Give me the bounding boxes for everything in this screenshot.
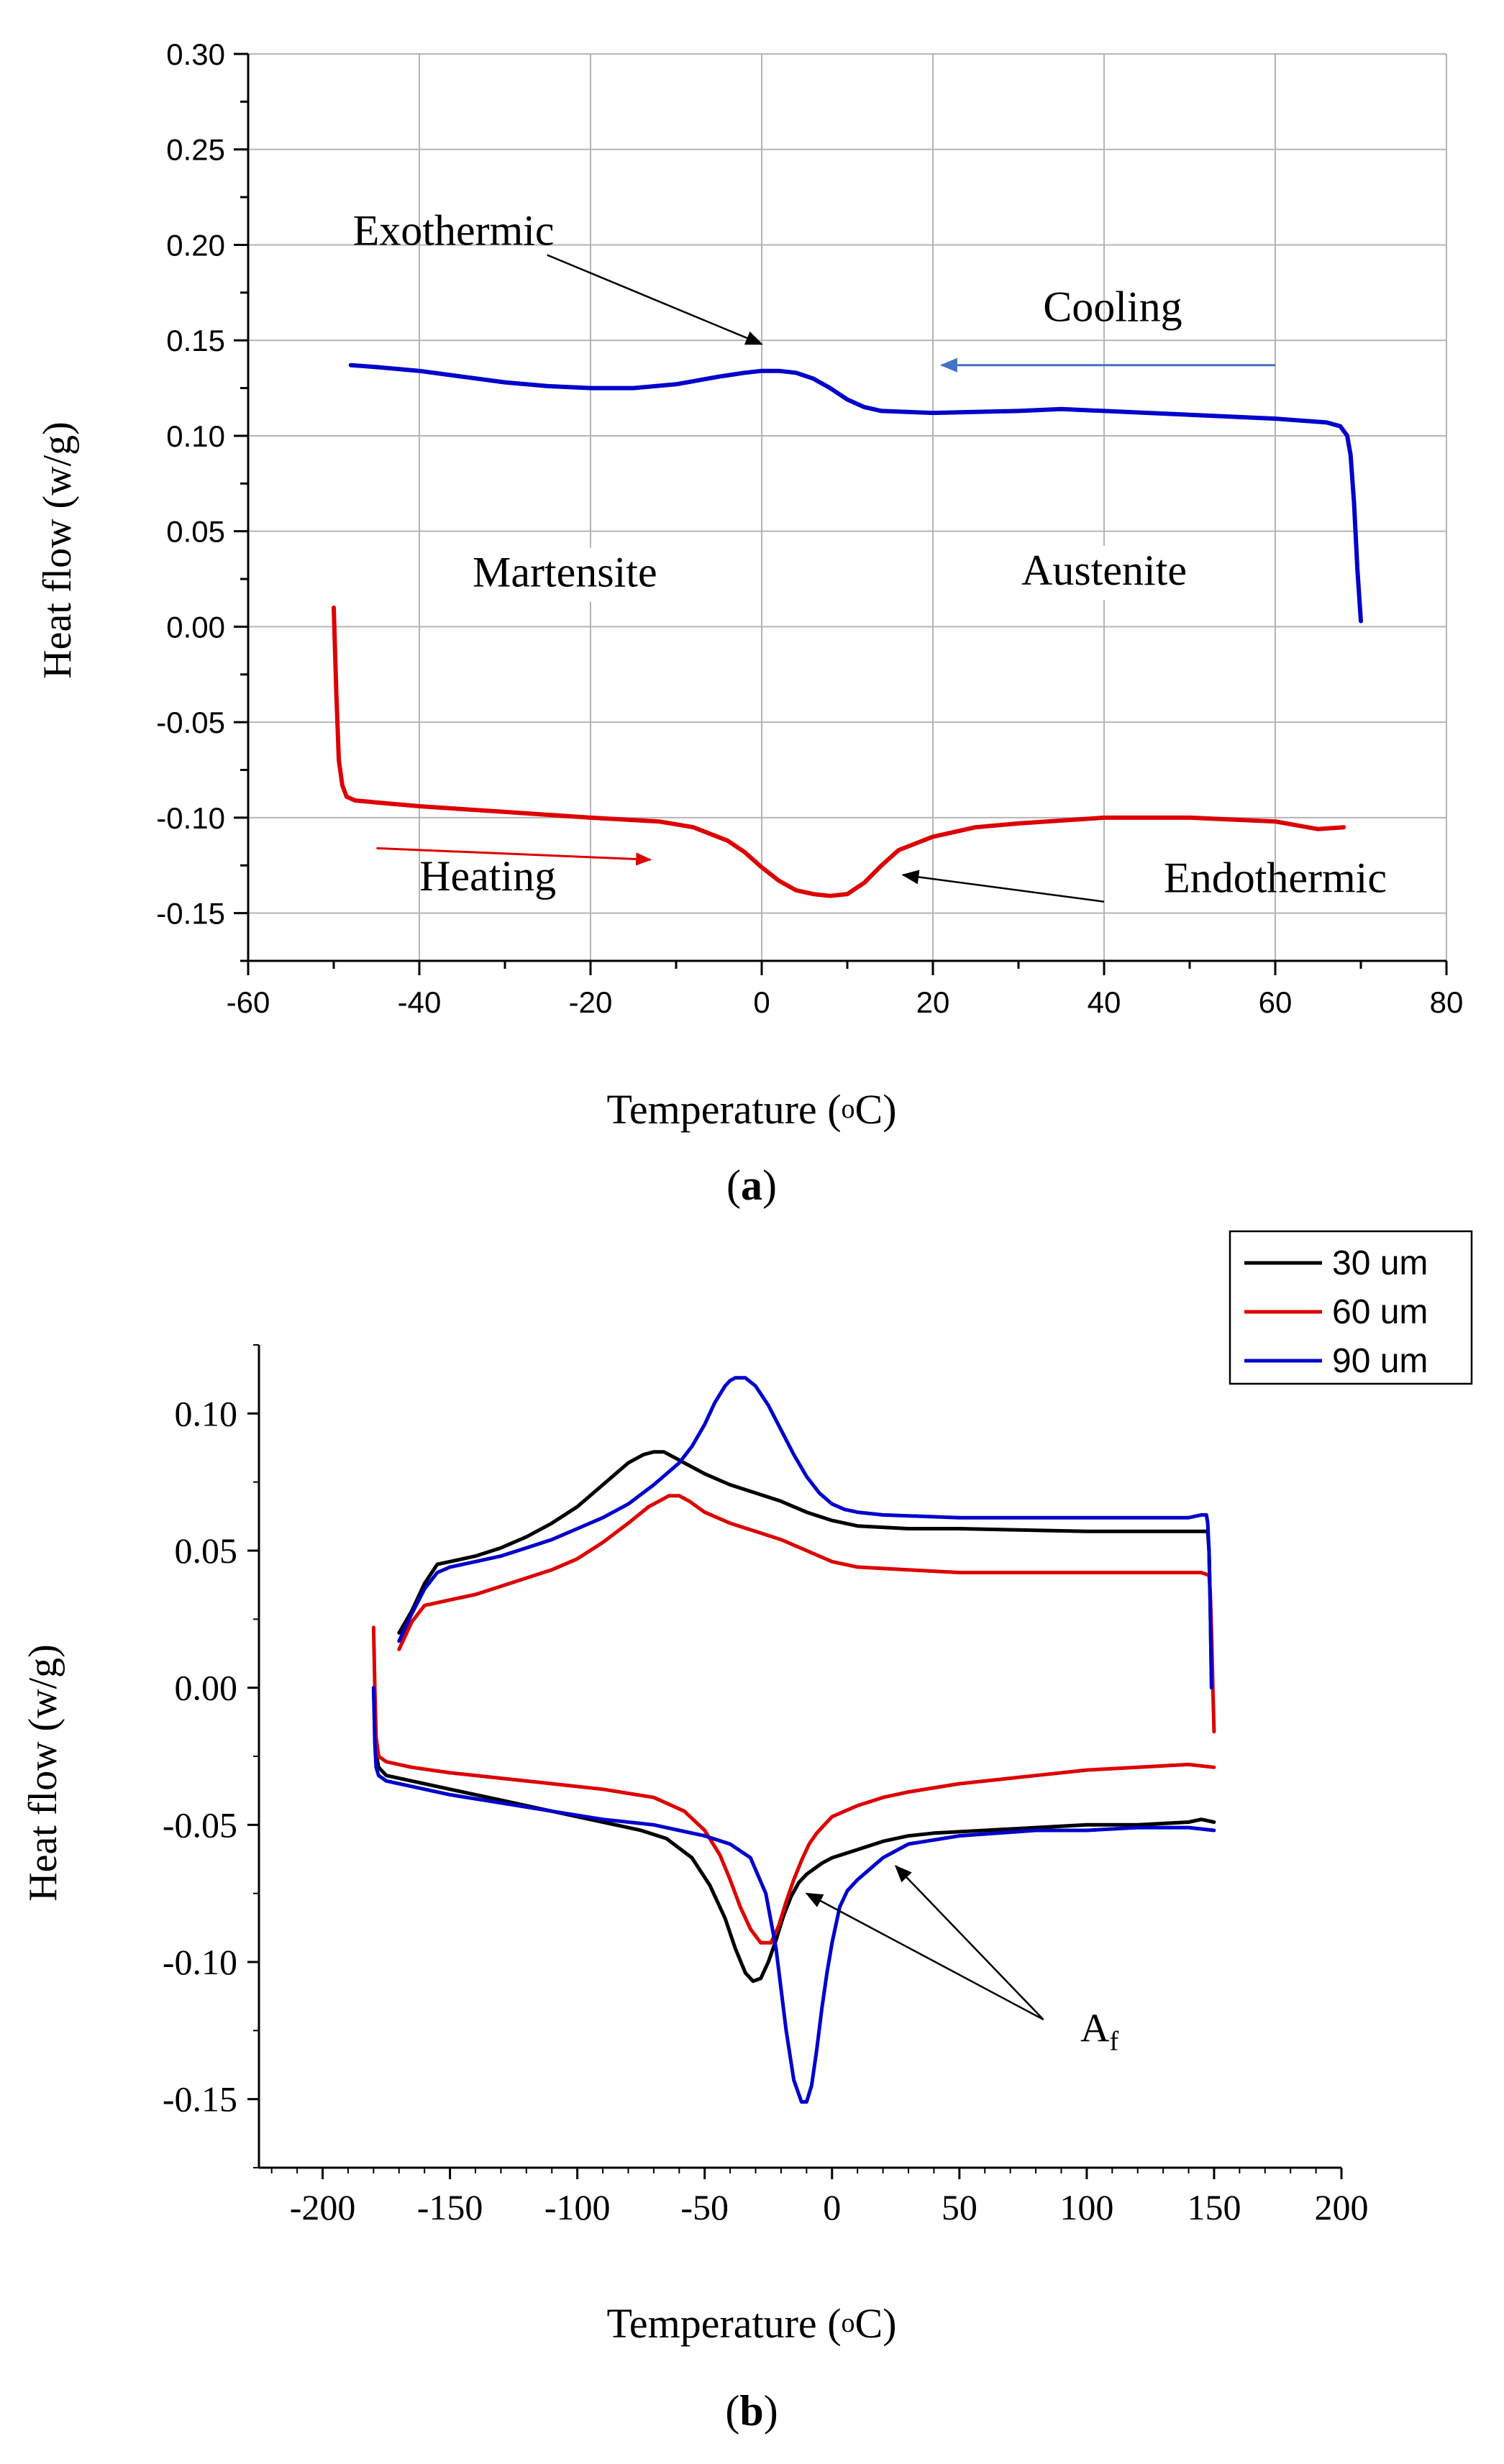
chart-b-panel-label: (b) (725, 2387, 778, 2435)
chart-a-annotation-martensite: Martensite (473, 549, 657, 596)
chart-a-annotations: Exothermic Cooling Martensite Austenite Heat… (353, 206, 1387, 903)
chart-a-xtick-label: 60 (1259, 985, 1293, 1019)
chart-b-xtick-label: 0 (823, 2187, 841, 2227)
chart-a-xtick-label: 20 (916, 985, 950, 1019)
chart-a-ytick-label: 0.00 (166, 610, 225, 644)
chart-a-series (332, 362, 1363, 898)
chart-b-arrow-af (805, 1892, 1044, 2021)
chart-a-series-cooling (348, 362, 1363, 624)
chart-b-arrow-af (894, 1865, 1044, 2020)
chart-b-ytick-label: -0.05 (163, 1804, 237, 1845)
chart-b-ytick-label: -0.10 (163, 1942, 237, 1982)
chart-b-xtick-label: -150 (417, 2187, 483, 2227)
chart-a-series-heating (332, 605, 1346, 898)
chart-b-xlabel: Temperature (oC) (606, 2300, 896, 2347)
chart-a-ticks: -60 -40 -20 0 20 40 60 80 -0.15 -0.10 -0.05 0.00 0.0… (156, 37, 1463, 1019)
chart-b-panel-letter: b (739, 2387, 763, 2435)
chart-b-legend-label: 30 um (1332, 1244, 1428, 1282)
chart-a-xtick-label: -40 (398, 985, 442, 1019)
chart-b-series-90-um-heating (371, 1686, 1216, 2104)
chart-b-series-60-um-heating (371, 1625, 1216, 1945)
chart-b-xtick-label: -50 (680, 2187, 729, 2227)
chart-a-arrow-exothermic (547, 254, 763, 345)
chart-a-xlabel-sup: o (842, 1094, 855, 1124)
chart-a-ytick-label: 0.20 (166, 228, 225, 262)
chart-b-legend-box (1229, 1230, 1473, 1385)
chart-a-xtick-label: 80 (1430, 985, 1464, 1019)
chart-a-annotation-exothermic: Exothermic (353, 206, 555, 254)
chart-b-legend-label: 60 um (1332, 1293, 1428, 1331)
chart-b-ytick-label: -0.15 (163, 2079, 237, 2120)
chart-b: -200 -150 -100 -50 0 50 100 150 200 -0.15 -0.10 -0.… (21, 1230, 1473, 2435)
chart-b-ticks: -200 -150 -100 -50 0 50 100 150 200 -0.15 -0.10 -0.… (163, 1344, 1369, 2227)
chart-b-xtick-label: 50 (942, 2187, 977, 2227)
chart-a-panel-label: (a) (726, 1162, 777, 1209)
chart-a-ytick-label: 0.10 (166, 419, 225, 453)
chart-b-annotations: Af (805, 1865, 1118, 2057)
chart-a-ylabel: Heat flow (w/g) (35, 421, 80, 679)
chart-a-xlabel-unit: C (855, 1086, 883, 1133)
chart-a-ytick-label: 0.25 (166, 133, 225, 167)
chart-a-arrow-endothermic (901, 870, 1105, 903)
chart-b-annotation-af: Af (1080, 2007, 1118, 2057)
chart-a-ytick-label: -0.15 (156, 897, 225, 931)
chart-a-ytick-label: -0.05 (156, 706, 225, 739)
chart-a-xlabel-text: Temperature (606, 1086, 816, 1133)
chart-b-series (371, 1376, 1216, 2104)
chart-a-ytick-label: 0.15 (166, 324, 225, 357)
chart-a-annotation-heating: Heating (419, 852, 556, 900)
chart-a-xtick-label: 40 (1088, 985, 1121, 1019)
chart-a-xtick-label: 0 (753, 985, 770, 1019)
chart-b-xlabel-unit: C (855, 2300, 883, 2347)
chart-b-annotation-af-main: A (1080, 2007, 1110, 2051)
chart-a-ytick-label: -0.10 (156, 801, 225, 835)
chart-b-xtick-label: 100 (1059, 2187, 1113, 2227)
chart-b-series-30-um-heating (371, 1686, 1216, 1984)
chart-a-annotation-austenite: Austenite (1021, 547, 1187, 594)
chart-a-ytick-label: 0.30 (166, 37, 225, 71)
chart-a: -60 -40 -20 0 20 40 60 80 -0.15 -0.10 -0.05 0.00 0.0… (35, 37, 1463, 1209)
chart-b-series-60-um-cooling (397, 1494, 1216, 1734)
chart-a-annotation-endothermic: Endothermic (1164, 854, 1387, 901)
chart-b-xtick-label: -100 (544, 2187, 611, 2227)
chart-b-ytick-label: 0.05 (175, 1530, 238, 1571)
chart-a-grid (248, 53, 1447, 961)
chart-b-ylabel: Heat flow (w/g) (21, 1644, 65, 1902)
chart-a-annotation-bg (987, 546, 1221, 601)
chart-b-xtick-label: 200 (1315, 2187, 1369, 2227)
chart-a-axes (247, 54, 1446, 962)
chart-a-annotation-bg (437, 547, 693, 602)
chart-a-xlabel: Temperature (oC) (606, 1086, 896, 1133)
chart-a-xtick-label: -60 (227, 985, 270, 1019)
chart-a-annotation-cooling: Cooling (1043, 283, 1182, 331)
chart-b-series-30-um-cooling (397, 1450, 1213, 1690)
chart-a-panel-letter: a (741, 1162, 762, 1209)
chart-b-ytick-label: 0.00 (175, 1668, 238, 1708)
chart-b-legend-label: 90 um (1332, 1342, 1428, 1380)
chart-b-xtick-label: 150 (1187, 2187, 1241, 2227)
chart-b-xtick-label: -200 (290, 2187, 356, 2227)
chart-a-ytick-label: 0.05 (166, 515, 225, 549)
chart-b-legend: 30 um 60 um 90 um (1229, 1230, 1473, 1385)
chart-b-annotation-af-sub: f (1109, 2027, 1118, 2057)
chart-b-ytick-label: 0.10 (175, 1393, 238, 1433)
chart-b-xlabel-sup: o (842, 2308, 855, 2338)
chart-a-arrow-heating (376, 847, 652, 866)
chart-a-xtick-label: -20 (569, 985, 613, 1019)
chart-b-series-90-um-cooling (397, 1376, 1213, 1690)
chart-b-xlabel-text: Temperature (606, 2300, 816, 2347)
